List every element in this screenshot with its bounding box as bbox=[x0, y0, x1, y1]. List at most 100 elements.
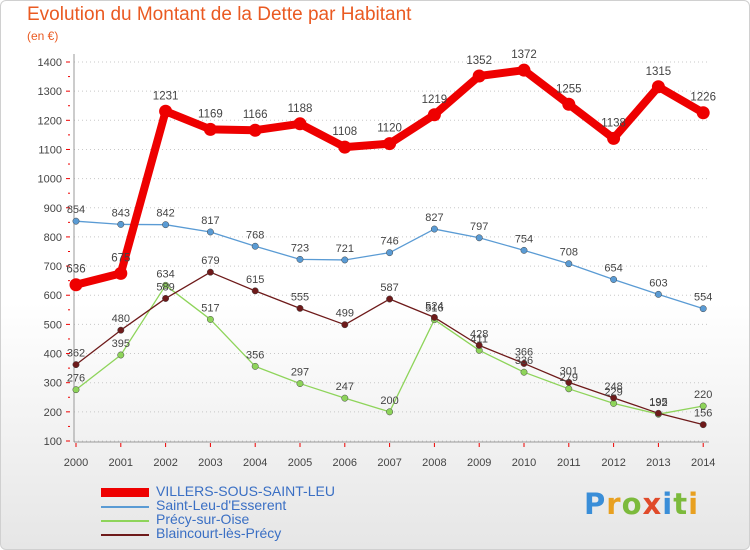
data-label: 1231 bbox=[153, 90, 179, 102]
data-point bbox=[475, 341, 483, 349]
legend-label: VILLERS-SOUS-SAINT-LEU bbox=[156, 483, 335, 499]
y-tick-label: 200 bbox=[44, 407, 62, 419]
data-label: 480 bbox=[112, 313, 130, 325]
y-tick-label: 1400 bbox=[38, 57, 62, 69]
line-chart: 100 200 300 400 500 600 700 800 900 1000 1100 1200 1… bbox=[38, 49, 716, 469]
data-label: 675 bbox=[111, 252, 130, 264]
legend-label: Précy-sur-Oise bbox=[156, 511, 250, 527]
data-point bbox=[386, 408, 394, 416]
data-point bbox=[162, 221, 170, 229]
logo-letter: t bbox=[673, 487, 689, 521]
data-label: 524 bbox=[425, 300, 443, 312]
data-point bbox=[341, 321, 349, 329]
data-point bbox=[117, 351, 125, 359]
data-label: 1188 bbox=[288, 103, 313, 115]
data-label: 746 bbox=[380, 236, 398, 248]
data-label: 156 bbox=[694, 408, 712, 420]
data-point bbox=[699, 402, 707, 410]
data-label: 336 bbox=[515, 355, 533, 367]
logo-letter: i bbox=[662, 487, 674, 521]
proxiti-logo: Proxiti bbox=[584, 487, 699, 521]
data-point bbox=[341, 256, 349, 264]
data-label: 516 bbox=[425, 303, 443, 315]
data-point bbox=[517, 63, 531, 77]
legend-item: VILLERS-SOUS-SAINT-LEU bbox=[101, 483, 421, 499]
data-point bbox=[699, 421, 707, 429]
data-point bbox=[607, 131, 621, 145]
data-point bbox=[203, 122, 217, 136]
data-label: 827 bbox=[425, 212, 443, 224]
data-point bbox=[206, 228, 214, 236]
x-tick-label: 2005 bbox=[288, 457, 312, 469]
y-tick-label: 500 bbox=[44, 319, 62, 331]
data-label: 555 bbox=[291, 291, 309, 303]
data-point bbox=[430, 225, 438, 233]
data-label: 679 bbox=[201, 255, 219, 267]
legend-swatch bbox=[101, 488, 149, 497]
data-point bbox=[162, 294, 170, 302]
data-point bbox=[386, 295, 394, 303]
data-label: 301 bbox=[560, 365, 578, 377]
data-label: 395 bbox=[112, 338, 130, 350]
logo-letter: x bbox=[642, 487, 663, 521]
data-point bbox=[117, 220, 125, 228]
data-label: 1219 bbox=[422, 94, 448, 106]
data-point bbox=[162, 281, 170, 289]
data-point bbox=[565, 260, 573, 268]
data-label: 842 bbox=[156, 208, 174, 220]
data-label: 817 bbox=[201, 215, 219, 227]
data-point bbox=[296, 380, 304, 388]
data-label: 279 bbox=[560, 372, 578, 384]
data-label: 248 bbox=[604, 381, 622, 393]
y-tick-label: 1200 bbox=[38, 115, 62, 127]
legend-item: Précy-sur-Oise bbox=[101, 511, 421, 527]
data-point bbox=[296, 255, 304, 263]
data-point bbox=[293, 117, 307, 131]
x-tick-label: 2014 bbox=[691, 457, 715, 469]
data-label: 589 bbox=[156, 281, 174, 293]
logo-letter: P bbox=[584, 487, 607, 521]
data-label: 1108 bbox=[332, 126, 357, 138]
data-point bbox=[72, 386, 80, 394]
logo-letter: i bbox=[688, 487, 700, 521]
legend-item: Saint-Leu-d'Esserent bbox=[101, 497, 421, 513]
data-label: 708 bbox=[560, 247, 578, 259]
data-point bbox=[341, 394, 349, 402]
data-label: 362 bbox=[67, 348, 85, 360]
data-point bbox=[520, 246, 528, 254]
logo-letter: r bbox=[606, 487, 622, 521]
chart-subtitle: (en €) bbox=[27, 29, 59, 43]
data-label: 1372 bbox=[511, 49, 537, 61]
data-label: 654 bbox=[604, 262, 622, 274]
y-tick-label: 300 bbox=[44, 378, 62, 390]
data-label: 754 bbox=[515, 233, 533, 245]
data-label: 356 bbox=[246, 349, 264, 361]
data-label: 220 bbox=[694, 389, 712, 401]
data-point bbox=[475, 234, 483, 242]
data-point bbox=[654, 409, 662, 417]
data-point bbox=[117, 326, 125, 334]
data-point bbox=[565, 385, 573, 393]
data-label: 229 bbox=[604, 386, 622, 398]
data-label: 428 bbox=[470, 328, 488, 340]
data-label: 723 bbox=[291, 242, 309, 254]
data-label: 1315 bbox=[646, 66, 672, 78]
y-tick-label: 700 bbox=[44, 261, 62, 273]
data-point bbox=[520, 360, 528, 367]
y-tick-label: 1100 bbox=[38, 144, 62, 156]
data-label: 517 bbox=[201, 302, 219, 314]
x-tick-label: 2003 bbox=[198, 457, 222, 469]
data-point bbox=[610, 394, 618, 402]
data-label: 854 bbox=[67, 204, 85, 216]
data-label: 297 bbox=[291, 367, 309, 379]
data-label: 636 bbox=[66, 264, 85, 276]
data-point bbox=[206, 315, 214, 323]
data-label: 200 bbox=[380, 395, 398, 407]
data-label: 1120 bbox=[377, 123, 402, 135]
data-point bbox=[472, 69, 486, 83]
data-point bbox=[699, 305, 707, 313]
data-point bbox=[296, 304, 304, 312]
data-point bbox=[430, 313, 438, 321]
legend-swatch bbox=[101, 520, 149, 522]
data-label: 1169 bbox=[198, 108, 223, 120]
